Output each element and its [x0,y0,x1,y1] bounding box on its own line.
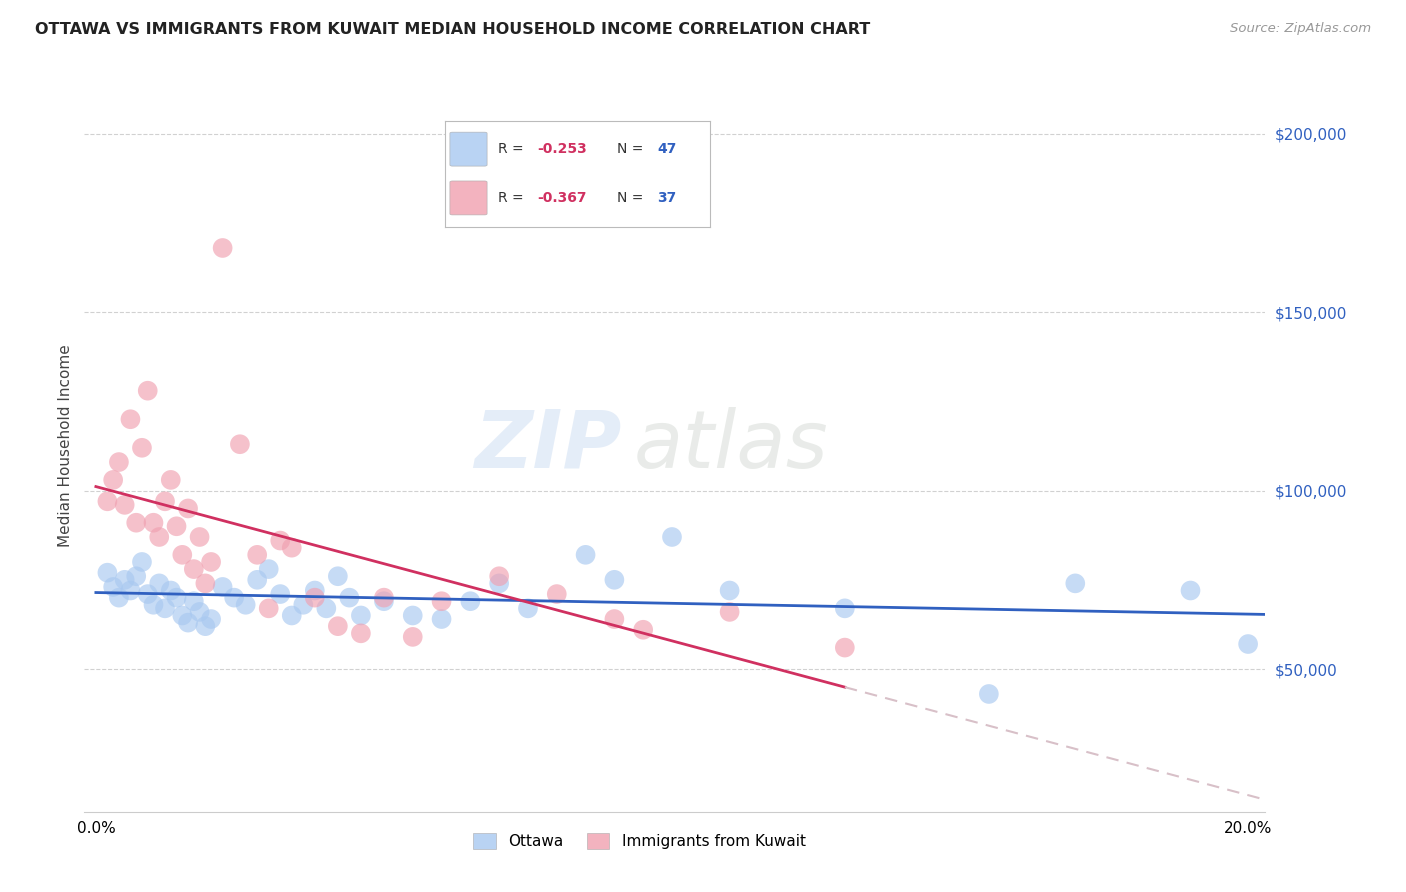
Point [257,601,280,615]
Point [460,594,482,608]
Point [304,591,326,605]
Point [430,612,453,626]
Point [269,587,291,601]
Point [257,562,280,576]
Point [488,576,510,591]
Point [718,605,741,619]
Point [574,548,596,562]
Point [402,608,425,623]
Point [337,591,360,605]
Point [125,569,148,583]
Point [281,541,304,555]
Point [488,569,510,583]
Point [631,623,654,637]
Point [224,591,246,605]
Point [142,598,165,612]
Point [131,441,153,455]
Point [183,562,205,576]
Point [101,580,124,594]
Y-axis label: Median Household Income: Median Household Income [58,344,73,548]
Point [211,580,233,594]
Text: atlas: atlas [634,407,828,485]
Point [96,494,118,508]
Point [153,601,176,615]
Point [142,516,165,530]
Point [148,530,170,544]
Text: ZIP: ZIP [474,407,621,485]
Point [229,437,252,451]
Point [166,591,188,605]
Point [350,626,373,640]
Point [177,501,200,516]
Point [159,583,181,598]
Point [1064,576,1087,591]
Point [315,601,337,615]
Point [326,619,349,633]
Point [194,619,217,633]
Point [108,591,131,605]
Point [148,576,170,591]
Point [188,605,211,619]
Point [246,573,269,587]
Point [304,583,326,598]
Point [200,612,222,626]
Point [114,498,136,512]
Point [281,608,304,623]
Point [517,601,540,615]
Text: Source: ZipAtlas.com: Source: ZipAtlas.com [1230,22,1371,36]
Point [1180,583,1202,598]
Point [1237,637,1260,651]
Point [136,384,159,398]
Point [350,608,373,623]
Point [546,587,568,601]
Point [183,594,205,608]
Point [166,519,188,533]
Point [101,473,124,487]
Point [120,583,142,598]
Point [177,615,200,630]
Point [194,576,217,591]
Point [136,587,159,601]
Point [120,412,142,426]
Text: OTTAWA VS IMMIGRANTS FROM KUWAIT MEDIAN HOUSEHOLD INCOME CORRELATION CHART: OTTAWA VS IMMIGRANTS FROM KUWAIT MEDIAN … [35,22,870,37]
Point [211,241,233,255]
Point [172,548,194,562]
Point [603,612,626,626]
Point [718,583,741,598]
Point [402,630,425,644]
Point [977,687,1000,701]
Point [114,573,136,587]
Point [108,455,131,469]
Point [125,516,148,530]
Point [153,494,176,508]
Point [246,548,269,562]
Point [603,573,626,587]
Point [188,530,211,544]
Point [269,533,291,548]
Point [661,530,683,544]
Point [131,555,153,569]
Point [326,569,349,583]
Point [172,608,194,623]
Point [200,555,222,569]
Point [292,598,315,612]
Point [834,601,856,615]
Point [159,473,181,487]
Legend: Ottawa, Immigrants from Kuwait: Ottawa, Immigrants from Kuwait [467,827,811,855]
Point [96,566,118,580]
Point [373,591,395,605]
Point [235,598,257,612]
Point [373,594,395,608]
Point [430,594,453,608]
Point [834,640,856,655]
